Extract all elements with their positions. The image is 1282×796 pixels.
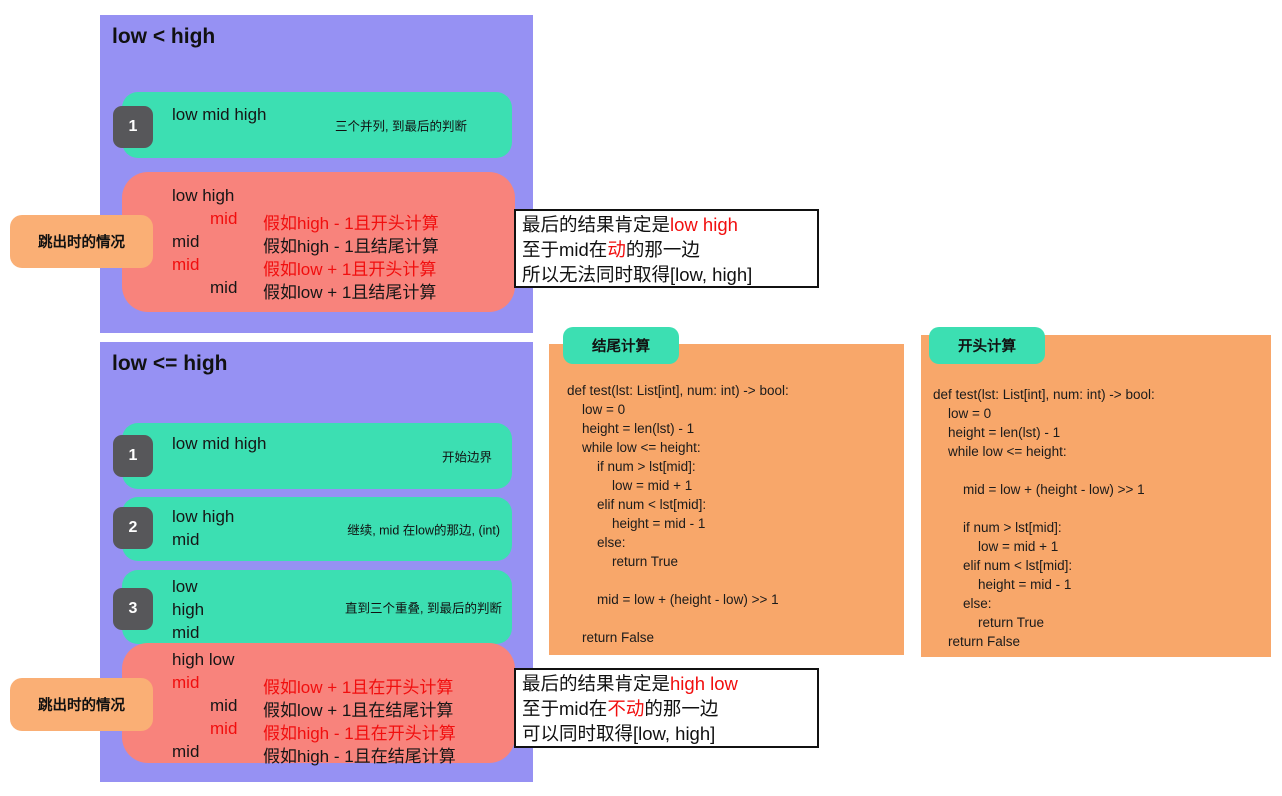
mid-marker: mid (172, 232, 200, 251)
result-text: 至于mid在 (522, 239, 608, 260)
mid-marker: mid (172, 673, 200, 692)
exit-row: mid 假如low + 1且开头计算 (122, 255, 515, 279)
result-text-red: high low (670, 673, 738, 694)
step-note: 三个并列, 到最后的判断 (335, 119, 467, 134)
exit-row-note: 假如high - 1且在开头计算 (263, 724, 456, 743)
exit-header-text: high low (172, 650, 235, 669)
exit-row-note: 假如high - 1且结尾计算 (263, 237, 439, 256)
step-number-badge: 3 (113, 588, 153, 630)
result-text: 的那一边 (644, 698, 719, 719)
result-text: 的那一边 (625, 239, 700, 260)
exit-row-note: 假如high - 1且开头计算 (263, 214, 439, 233)
exit-row: mid 假如low + 1且在结尾计算 (122, 696, 515, 720)
step-text: low high mid (172, 577, 205, 642)
result-line: 可以同时取得[low, high] (522, 721, 811, 746)
panel-low-lte-high: low <= high 1 low mid high 开始边界 2 low hi… (100, 342, 533, 782)
step-box-parallel: 1 low mid high 三个并列, 到最后的判断 (113, 92, 512, 158)
step-box-overlap: 3 low high mid 直到三个重叠, 到最后的判断 (113, 570, 512, 644)
mid-marker: mid (210, 696, 238, 715)
result-text: 最后的结果肯定是 (522, 673, 671, 694)
result-note-bottom: 最后的结果肯定是high low 至于mid在不动的那一边 可以同时取得[low… (514, 668, 819, 748)
exit-row: mid 假如low + 1且结尾计算 (122, 278, 515, 302)
mid-marker: mid (210, 719, 238, 738)
mid-marker: mid (210, 278, 238, 297)
code-panel-head-calc: 开头计算 def test(lst: List[int], num: int) … (921, 327, 1271, 657)
step-box-start: 1 low mid high 开始边界 (113, 423, 512, 489)
panel-low-lt-high: low < high 1 low mid high 三个并列, 到最后的判断 l… (100, 15, 533, 333)
panel-title-low-lt-high: low < high (112, 25, 216, 48)
code-panel-tag: 结尾计算 (563, 327, 679, 364)
exit-row: mid 假如high - 1且在结尾计算 (122, 742, 515, 766)
exit-case-box-top: low high mid 假如high - 1且开头计算 mid 假如high - … (122, 172, 515, 312)
exit-case-box-bottom: high low mid 假如low + 1且在开头计算 mid 假如low + 1… (122, 643, 515, 766)
result-line: 至于mid在动的那一边 (522, 237, 811, 262)
result-text-red: 不动 (607, 698, 645, 719)
step-text: low mid high (172, 105, 267, 124)
step-note: 继续, mid 在low的那边, (int) (347, 523, 500, 538)
mid-marker: mid (172, 742, 200, 761)
result-note-top: 最后的结果肯定是low high 至于mid在动的那一边 所以无法同时取得[lo… (514, 209, 819, 288)
exit-row: mid 假如high - 1且结尾计算 (122, 232, 515, 256)
result-text: 可以同时取得[low, high] (522, 723, 716, 744)
code-text: def test(lst: List[int], num: int) -> bo… (567, 383, 789, 645)
code-panel-tag: 开头计算 (929, 327, 1045, 364)
step-text: low mid high (172, 434, 267, 453)
step-text: low high mid (172, 507, 235, 549)
exit-row: mid 假如high - 1且在开头计算 (122, 719, 515, 743)
exit-label-top: 跳出时的情况 (10, 215, 153, 268)
result-text: 至于mid在 (522, 698, 608, 719)
result-line: 所以无法同时取得[low, high] (522, 262, 811, 287)
step-number-badge: 1 (113, 435, 153, 477)
exit-header-text: low high (172, 186, 235, 205)
step-box-continue: 2 low high mid 继续, mid 在low的那边, (int) (113, 497, 512, 561)
result-text: 所以无法同时取得[low, high] (522, 264, 753, 285)
mid-marker: mid (210, 209, 238, 228)
step-note: 直到三个重叠, 到最后的判断 (345, 601, 502, 616)
code-panel-tail-calc: 结尾计算 def test(lst: List[int], num: int) … (549, 327, 904, 655)
panel-title-low-lte-high: low <= high (112, 352, 228, 375)
exit-row-note: 假如low + 1且开头计算 (263, 260, 437, 279)
step-number-badge: 1 (113, 106, 153, 148)
exit-row-note: 假如high - 1且在结尾计算 (263, 747, 456, 766)
exit-row-note: 假如low + 1且在开头计算 (263, 678, 454, 697)
result-line: 最后的结果肯定是low high (522, 212, 811, 237)
code-text: def test(lst: List[int], num: int) -> bo… (933, 387, 1155, 649)
result-line: 至于mid在不动的那一边 (522, 696, 811, 721)
exit-row: mid 假如low + 1且在开头计算 (122, 673, 515, 697)
step-note: 开始边界 (441, 450, 492, 465)
result-text-red: low high (670, 214, 738, 235)
exit-label-bottom: 跳出时的情况 (10, 678, 153, 731)
exit-header: low high (122, 186, 515, 209)
mid-marker: mid (172, 255, 200, 274)
exit-row-note: 假如low + 1且结尾计算 (263, 283, 437, 302)
result-text-red: 动 (607, 239, 626, 260)
result-text: 最后的结果肯定是 (522, 214, 671, 235)
step-number-badge: 2 (113, 507, 153, 549)
exit-row-note: 假如low + 1且在结尾计算 (263, 701, 454, 720)
result-line: 最后的结果肯定是high low (522, 671, 811, 696)
exit-row: mid 假如high - 1且开头计算 (122, 209, 515, 233)
exit-header: high low (122, 650, 515, 673)
